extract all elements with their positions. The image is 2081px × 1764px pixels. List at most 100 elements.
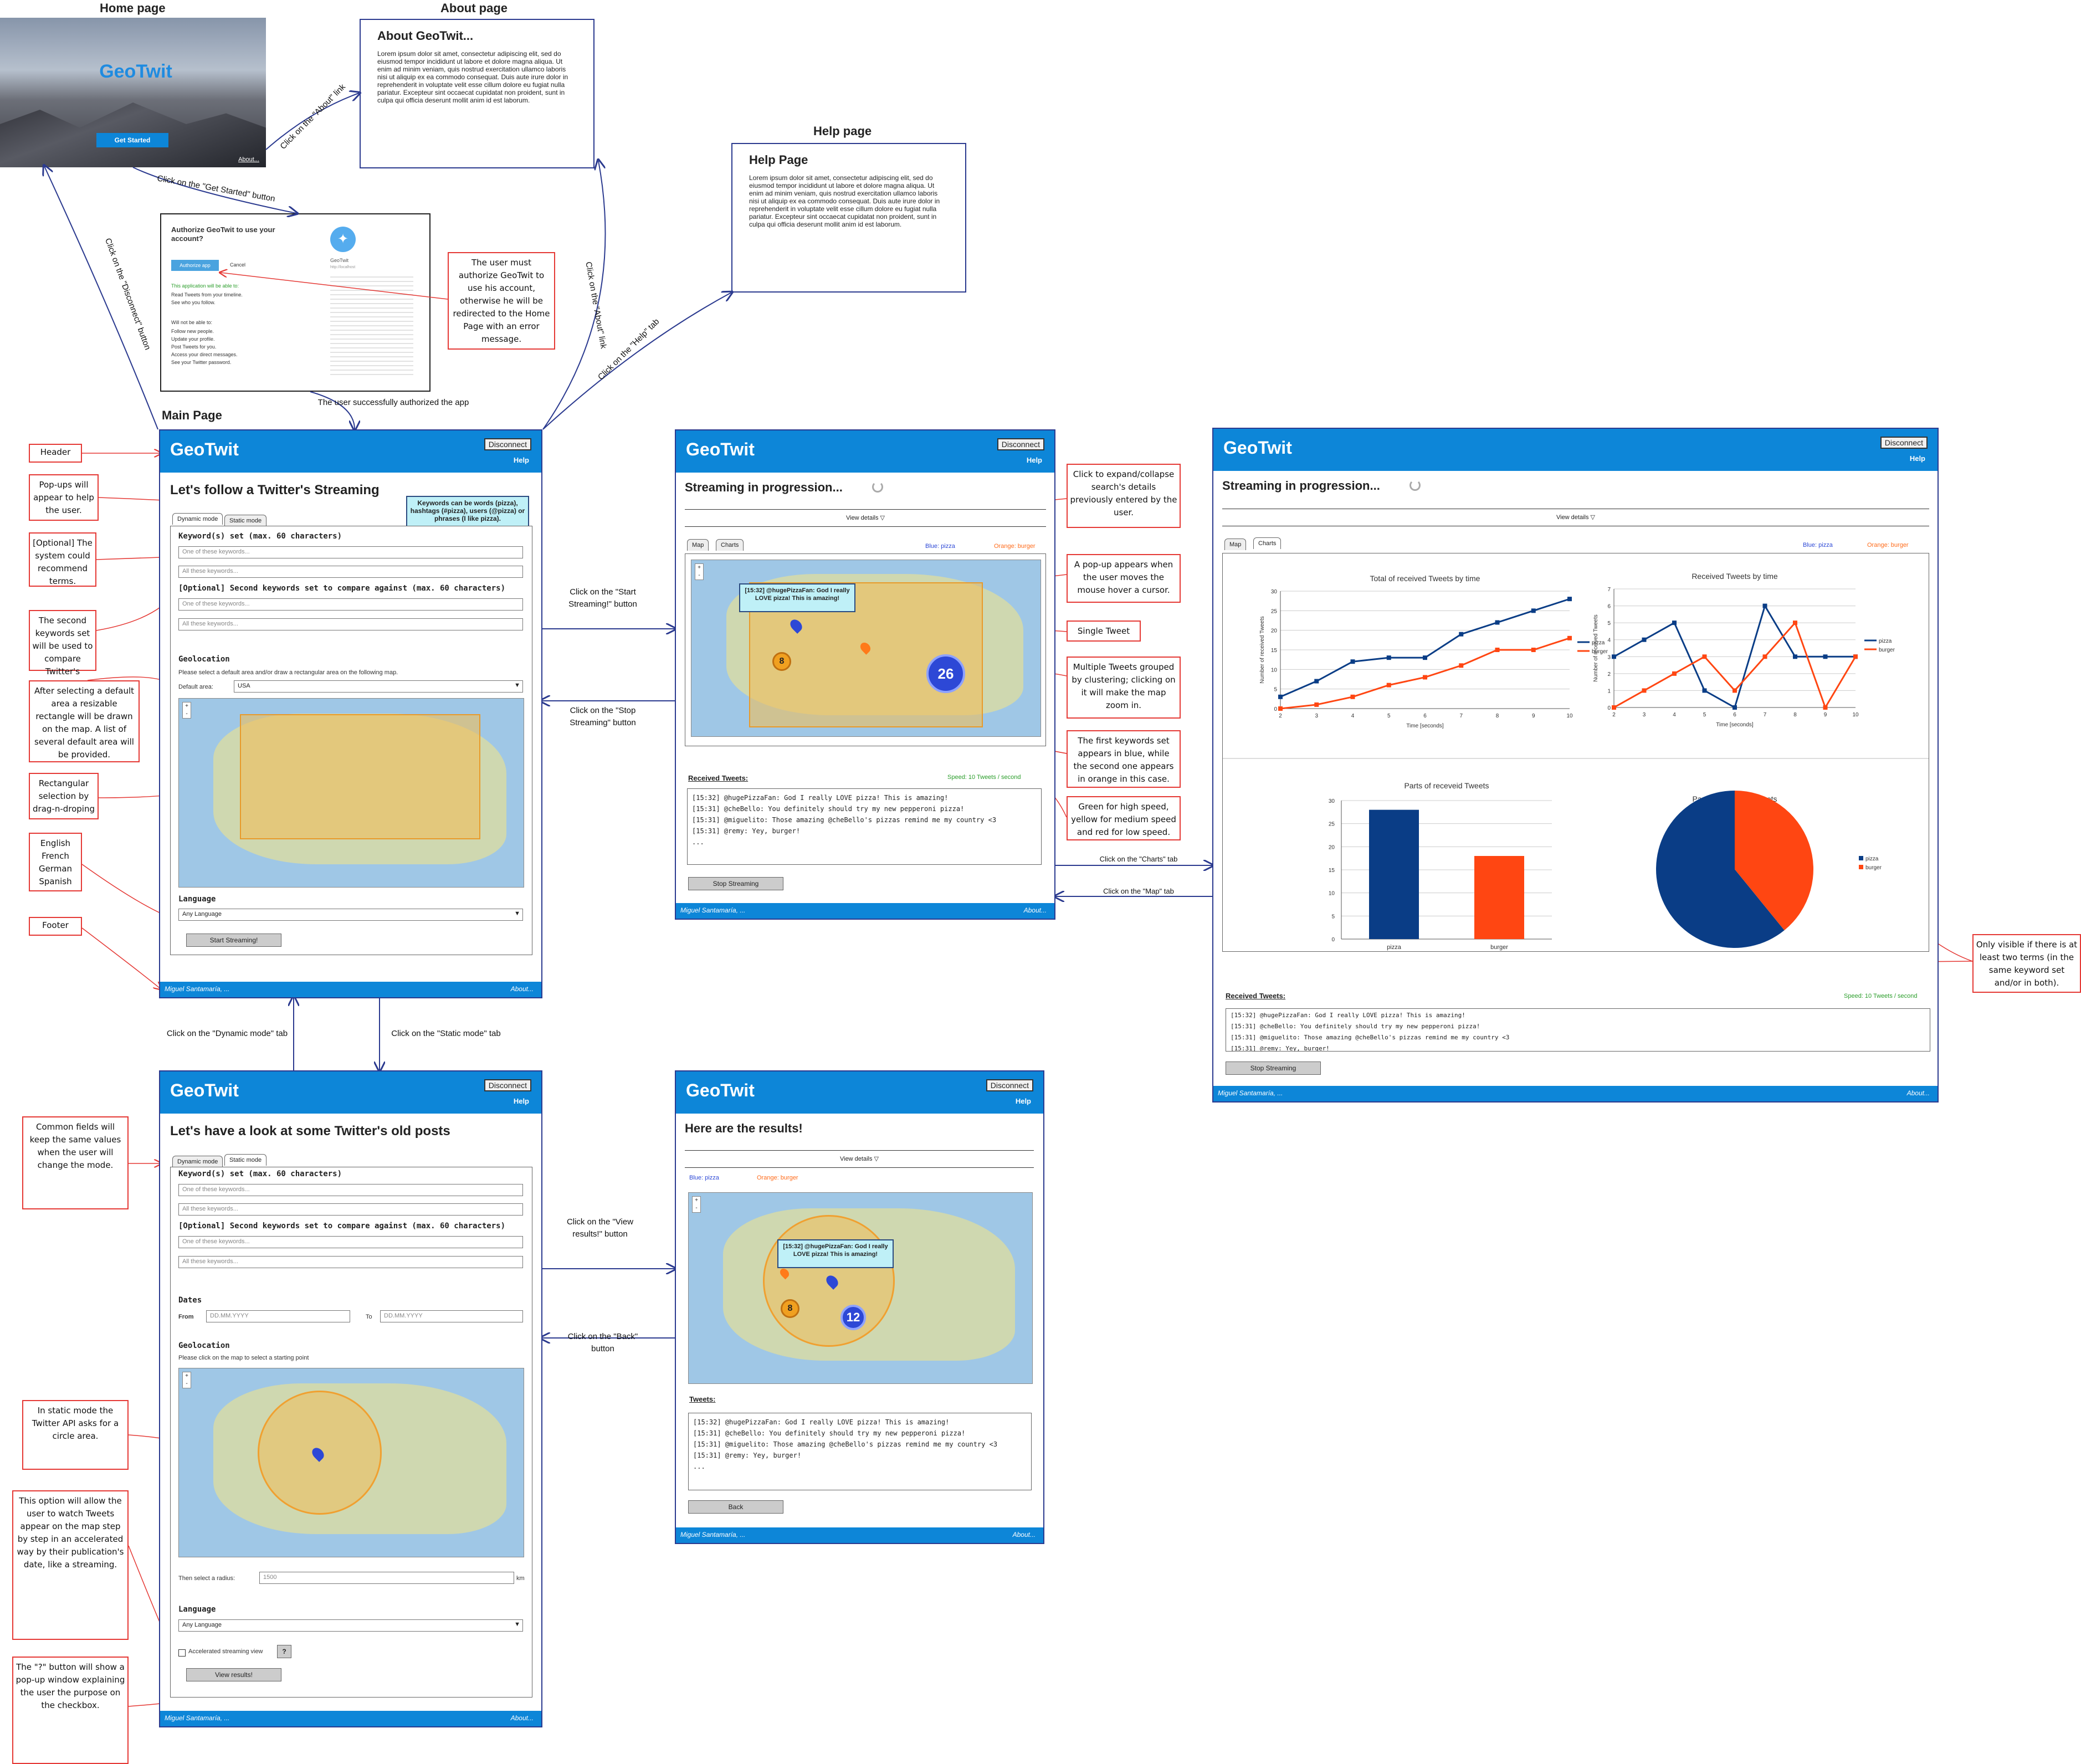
all-keywords-input[interactable]: All these keywords... [178, 1203, 523, 1216]
get-started-button[interactable]: Get Started [96, 133, 168, 147]
help-link[interactable]: Help [1015, 1097, 1031, 1105]
help-link[interactable]: Help [1026, 456, 1042, 464]
one-of-keywords-input[interactable]: One of these keywords... [178, 1184, 523, 1196]
disconnect-button[interactable]: Disconnect [997, 438, 1044, 450]
authorize-app-button[interactable]: Authorize app [171, 260, 219, 271]
data-point-burger [1672, 671, 1677, 676]
tab-static-mode[interactable]: Static mode [224, 515, 267, 526]
x-tick-label: 2 [1279, 713, 1282, 719]
note-second-keywords: The second keywords set will be used to … [29, 610, 96, 702]
tab-static-mode[interactable]: Static mode [224, 1154, 267, 1166]
km-unit: km [516, 1575, 525, 1582]
home-about-link[interactable]: About... [238, 156, 259, 163]
blue-cluster[interactable]: 26 [926, 654, 965, 693]
y-tick-label: 10 [1329, 891, 1335, 897]
able-item: See who you follow. [171, 300, 216, 305]
orange-cluster[interactable]: 8 [781, 1299, 799, 1318]
tab-map[interactable]: Map [1224, 539, 1247, 550]
all-keywords-input[interactable]: All these keywords... [178, 566, 523, 578]
bar-pizza [1369, 809, 1419, 939]
second-all-input[interactable]: All these keywords... [178, 618, 523, 630]
footer-about-link[interactable]: About... [1023, 906, 1047, 914]
zoom-controls[interactable]: + - [692, 1196, 701, 1213]
tweets-list[interactable]: [15:32] @hugePizzaFan: God I really LOVE… [687, 788, 1042, 865]
language-value: Any Language [182, 911, 222, 917]
language-select[interactable]: Any Language ▼ [178, 909, 523, 921]
y-tick-label: 6 [1607, 604, 1611, 610]
x-tick-label: 8 [1793, 712, 1797, 718]
data-point-pizza [1733, 705, 1737, 710]
legend-label: burger [1865, 865, 1882, 871]
zoom-controls[interactable]: + - [695, 563, 704, 580]
note-optional: [Optional] The system could recommend te… [29, 532, 96, 587]
blue-cluster[interactable]: 12 [840, 1305, 866, 1330]
disconnect-button[interactable]: Disconnect [1880, 437, 1928, 449]
note-common-fields: Common fields will keep the same values … [22, 1116, 129, 1209]
footer-about-link[interactable]: About... [1012, 1531, 1036, 1539]
to-date-input[interactable]: DD.MM.YYYY [380, 1310, 523, 1322]
disconnect-button[interactable]: Disconnect [484, 438, 531, 450]
help-link[interactable]: Help [513, 456, 529, 464]
help-question-button[interactable]: ? [277, 1645, 291, 1658]
help-page-mockup: Help Page Lorem ipsum dolor sit amet, co… [731, 143, 966, 293]
disconnect-button[interactable]: Disconnect [484, 1079, 531, 1091]
static-title: Let's have a look at some Twitter's old … [170, 1124, 450, 1139]
geolocation-label: Geolocation [178, 1341, 230, 1350]
rectangle-map[interactable]: + - [178, 698, 524, 888]
one-of-keywords-input[interactable]: One of these keywords... [178, 546, 523, 558]
y-tick-label: 0 [1274, 706, 1277, 712]
data-point-burger [1642, 688, 1647, 693]
view-details-toggle[interactable]: View details ▽ [685, 509, 1046, 527]
default-area-select[interactable]: USA ▼ [234, 680, 523, 693]
view-details-toggle[interactable]: View details ▽ [685, 1150, 1034, 1168]
chart-title: Total of received Tweets by time [1370, 574, 1480, 583]
tab-charts[interactable]: Charts [1253, 537, 1282, 549]
footer-about-link[interactable]: About... [510, 1714, 534, 1722]
help-link[interactable]: Help [513, 1097, 529, 1105]
radius-input[interactable]: 1500 [259, 1572, 514, 1584]
x-axis-label: Time [seconds] [1406, 723, 1444, 729]
auth-cancel-link[interactable]: Cancel [230, 262, 246, 268]
streaming-map[interactable]: [15:32] @hugePizzaFan: God I really LOVE… [691, 560, 1041, 737]
tab-dynamic-mode[interactable]: Dynamic mode [172, 1156, 223, 1167]
flow-charts-tab: Click on the "Charts" tab [1099, 855, 1178, 863]
tab-map[interactable]: Map [687, 539, 709, 551]
stop-streaming-button[interactable]: Stop Streaming [1226, 1062, 1321, 1075]
back-button[interactable]: Back [688, 1500, 783, 1514]
orange-cluster[interactable]: 8 [772, 652, 791, 671]
from-date-input[interactable]: DD.MM.YYYY [206, 1310, 350, 1322]
help-body: Lorem ipsum dolor sit amet, consectetur … [749, 174, 940, 228]
stop-streaming-button[interactable]: Stop Streaming [688, 877, 783, 890]
footer-about-link[interactable]: About... [1906, 1089, 1930, 1097]
note-speed-color: Green for high speed, yellow for medium … [1067, 796, 1181, 840]
tab-dynamic-mode[interactable]: Dynamic mode [172, 513, 223, 525]
tweets-list[interactable]: [15:32] @hugePizzaFan: God I really LOVE… [1226, 1008, 1930, 1052]
zoom-controls[interactable]: + - [182, 1372, 191, 1388]
main-page-window: GeoTwit Disconnect Help Let's follow a T… [159, 429, 542, 998]
tab-charts[interactable]: Charts [716, 539, 744, 551]
circle-map[interactable]: + - [178, 1368, 524, 1557]
footer-about-link[interactable]: About... [510, 985, 534, 993]
zoom-controls[interactable]: + - [182, 702, 191, 719]
accelerated-checkbox[interactable] [178, 1649, 186, 1657]
flow-static-tab: Click on the "Static mode" tab [391, 1029, 501, 1038]
second-one-of-input[interactable]: One of these keywords... [178, 598, 523, 611]
results-map[interactable]: [15:32] @hugePizzaFan: God I really LOVE… [688, 1192, 1033, 1384]
second-one-of-input[interactable]: One of these keywords... [178, 1236, 523, 1248]
y-tick-label: 5 [1274, 687, 1277, 693]
tweets-list[interactable]: [15:32] @hugePizzaFan: God I really LOVE… [688, 1413, 1032, 1490]
home-page-title: Home page [100, 1, 166, 15]
data-point-pizza [1531, 608, 1536, 613]
help-link[interactable]: Help [1909, 454, 1925, 463]
y-tick-label: 25 [1329, 822, 1335, 828]
view-results-button[interactable]: View results! [186, 1668, 281, 1681]
list-item: [15:31] @miguelito: Those amazing @cheBe… [693, 1440, 998, 1448]
disconnect-button[interactable]: Disconnect [986, 1079, 1033, 1091]
start-streaming-button[interactable]: Start Streaming! [186, 934, 281, 947]
data-point-burger [1853, 654, 1858, 659]
app-footer: Miguel Santamaría, ... About... [1213, 1086, 1938, 1101]
language-select[interactable]: Any Language ▼ [178, 1619, 523, 1632]
rectangle-selection[interactable] [240, 714, 480, 839]
view-details-toggle[interactable]: View details ▽ [1222, 509, 1929, 526]
second-all-input[interactable]: All these keywords... [178, 1256, 523, 1268]
